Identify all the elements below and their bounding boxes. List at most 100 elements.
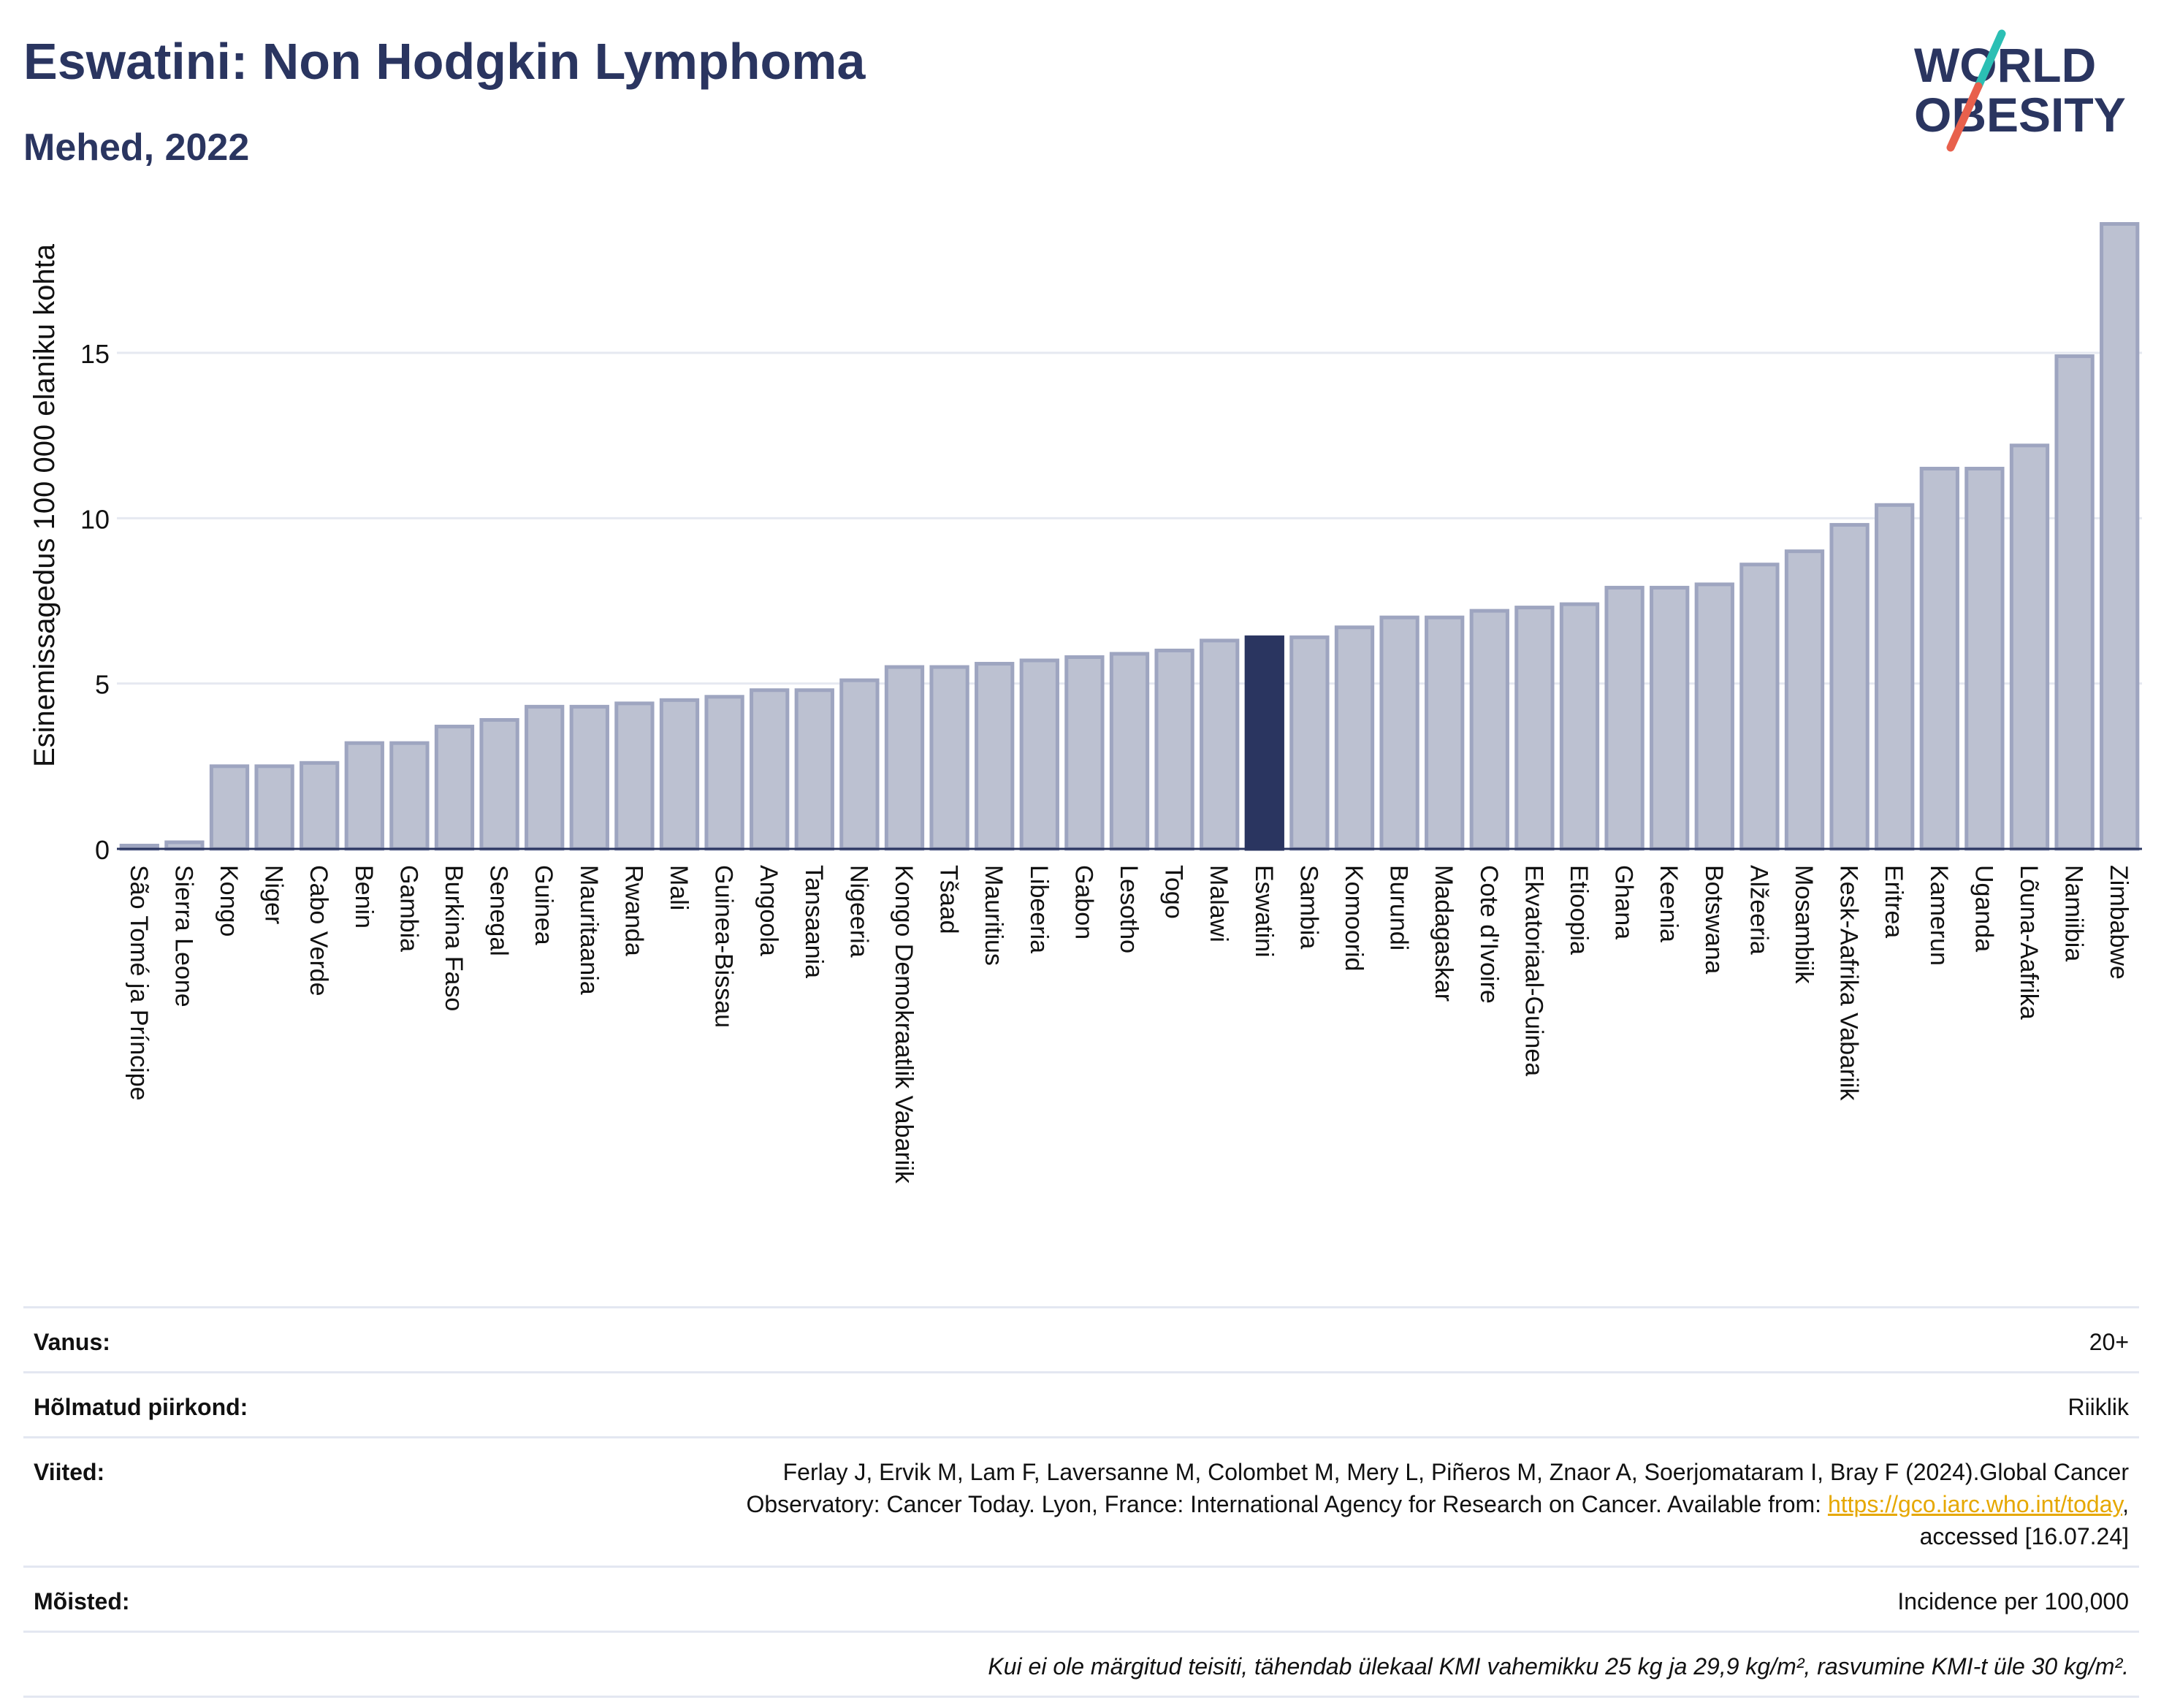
y-axis-title: Esinemissagedus 100 000 elaniku kohta xyxy=(28,243,61,767)
bar-uganda xyxy=(1964,466,2005,851)
area-value: Riiklik xyxy=(2067,1394,2129,1420)
x-tick-label: Lõuna-Aafrika xyxy=(2015,865,2043,1020)
bar-guinea xyxy=(525,704,565,851)
bar-namiibia xyxy=(2054,354,2095,851)
bar-mali xyxy=(659,698,700,851)
bar-keenia xyxy=(1650,585,1690,851)
bar-guinea-bissau xyxy=(704,695,744,851)
bar-kongo xyxy=(209,764,250,851)
x-tick-label: Kongo Demokraatlik Vabariik xyxy=(890,865,918,1184)
x-tick-label: Tšaad xyxy=(935,865,963,934)
x-tick-label: Mauritius xyxy=(980,865,1007,966)
bar-nigeeria xyxy=(839,678,880,851)
page-subtitle: Mehed, 2022 xyxy=(23,126,250,169)
logo-slash-red-icon xyxy=(1946,82,1983,152)
references-line-3: accessed [16.07.24] xyxy=(1919,1523,2129,1549)
x-tick-label: Malawi xyxy=(1205,865,1232,942)
x-tick-label: Kamerun xyxy=(1925,865,1953,966)
logo-word-obesity: OBESITY xyxy=(1914,88,2126,142)
y-tick-label: 5 xyxy=(95,670,110,700)
x-tick-label: Sierra Leone xyxy=(169,865,197,1007)
bar-botswana xyxy=(1694,582,1734,851)
x-tick-label: Uganda xyxy=(1970,865,1997,952)
x-tick-label: Guinea-Bissau xyxy=(710,865,738,1028)
bar-gambia xyxy=(389,741,430,851)
x-tick-label: Togo xyxy=(1160,865,1188,919)
x-tick-label: Komoorid xyxy=(1340,865,1368,972)
references-line-2-text: Observatory: Cancer Today. Lyon, France:… xyxy=(746,1491,1828,1517)
info-row-note: Kui ei ole märgitud teisiti, tähendab ül… xyxy=(23,1631,2139,1698)
bar-mauritaania xyxy=(569,704,609,851)
bar-senegal xyxy=(479,717,519,851)
bar-togo xyxy=(1154,648,1194,851)
bar-burundi xyxy=(1379,615,1419,851)
x-tick-label: Lesotho xyxy=(1115,865,1143,953)
bar-chart: 0 5 10 15 São Tomé ja Príncipe Sierra Leone K… xyxy=(28,222,2142,1184)
x-tick-label: Burkina Faso xyxy=(440,865,468,1011)
x-tick-label: Burundi xyxy=(1385,865,1413,950)
x-tick-label: Rwanda xyxy=(620,865,647,956)
references-line-2-end: , xyxy=(2122,1491,2129,1517)
x-tick-label: Gambia xyxy=(395,865,422,952)
info-row-area: Hõlmatud piirkond: Riiklik xyxy=(23,1371,2139,1436)
x-tick-label: Eritrea xyxy=(1880,865,1907,938)
x-tick-label: Tansaania xyxy=(800,865,828,978)
bar-angoola xyxy=(750,688,790,851)
bar-t-aad xyxy=(929,665,969,851)
bar-komoorid xyxy=(1334,625,1375,851)
bar-etioopia xyxy=(1559,602,1600,851)
bar-benin xyxy=(344,741,384,851)
references-value: Ferlay J, Ervik M, Lam F, Laversanne M, … xyxy=(34,1438,2129,1566)
bar-kongo-demokraatlik-vabariik xyxy=(884,665,925,851)
x-tick-label: Mali xyxy=(665,865,693,910)
bar-ekvatoriaal-guinea xyxy=(1514,606,1555,851)
x-tick-label: Nigeeria xyxy=(845,865,872,958)
page-title: Eswatini: Non Hodgkin Lymphoma xyxy=(23,33,866,90)
area-label: Hõlmatud piirkond: xyxy=(34,1394,248,1420)
x-tick-label: Mauritaania xyxy=(575,865,603,995)
bar-mosambiik xyxy=(1784,549,1825,851)
x-tick-label: Libeeria xyxy=(1025,865,1053,953)
references-link[interactable]: https://gco.iarc.who.int/today xyxy=(1827,1491,2123,1517)
bar-kamerun xyxy=(1919,466,1959,851)
logo-slash-teal-icon xyxy=(1974,29,2006,91)
x-tick-label: Angoola xyxy=(755,865,782,956)
bar-eritrea xyxy=(1875,503,1915,851)
bar-cote-d-ivoire xyxy=(1469,609,1509,851)
x-tick-label: Cote d'Ivoire xyxy=(1475,865,1503,1004)
bar-niger xyxy=(254,764,294,851)
bars xyxy=(119,222,2140,851)
bar-cabo-verde xyxy=(300,760,340,851)
x-tick-label: Keenia xyxy=(1655,865,1682,942)
info-row-references: Viited: Ferlay J, Ervik M, Lam F, Lavers… xyxy=(23,1436,2139,1566)
bar-madagaskar xyxy=(1425,615,1465,851)
references-line-1: Ferlay J, Ervik M, Lam F, Laversanne M, … xyxy=(782,1459,2129,1485)
age-value: 20+ xyxy=(2089,1329,2129,1355)
x-tick-label: São Tomé ja Príncipe xyxy=(125,865,153,1101)
bar-libeeria xyxy=(1019,658,1059,851)
x-tick-label: Eswatini xyxy=(1250,865,1278,958)
info-table: Vanus: 20+ Hõlmatud piirkond: Riiklik Vi… xyxy=(23,1306,2139,1698)
world-obesity-logo: WORLD OBESITY xyxy=(1914,29,2126,152)
x-tick-label: Ghana xyxy=(1610,865,1638,939)
age-label: Vanus: xyxy=(34,1329,110,1355)
bar-lesotho xyxy=(1109,652,1150,851)
definitions-value: Incidence per 100,000 xyxy=(1897,1588,2129,1614)
x-tick-label: Benin xyxy=(350,865,378,929)
x-tick-label: Etioopia xyxy=(1565,865,1593,955)
x-tick-labels: São Tomé ja Príncipe Sierra Leone Kongo Nig… xyxy=(125,865,2133,1184)
x-tick-label: Guinea xyxy=(530,865,557,945)
x-tick-label: Cabo Verde xyxy=(305,865,332,996)
bar-kesk-aafrika-vabariik xyxy=(1829,522,1870,851)
bar-al-eeria xyxy=(1739,563,1780,851)
y-tick-label: 0 xyxy=(95,835,110,865)
y-tick-labels: 0 5 10 15 xyxy=(80,339,110,865)
references-line-2: Observatory: Cancer Today. Lyon, France:… xyxy=(34,1488,2129,1520)
bar-mauritius xyxy=(975,662,1015,851)
x-tick-label: Botswana xyxy=(1700,865,1728,974)
x-tick-label: Gabon xyxy=(1070,865,1097,939)
footnote: Kui ei ole märgitud teisiti, tähendab ül… xyxy=(988,1653,2129,1680)
bar-l-una-aafrika xyxy=(2009,443,2050,851)
info-row-age: Vanus: 20+ xyxy=(23,1306,2139,1371)
x-tick-label: Ekvatoriaal-Guinea xyxy=(1520,865,1547,1076)
